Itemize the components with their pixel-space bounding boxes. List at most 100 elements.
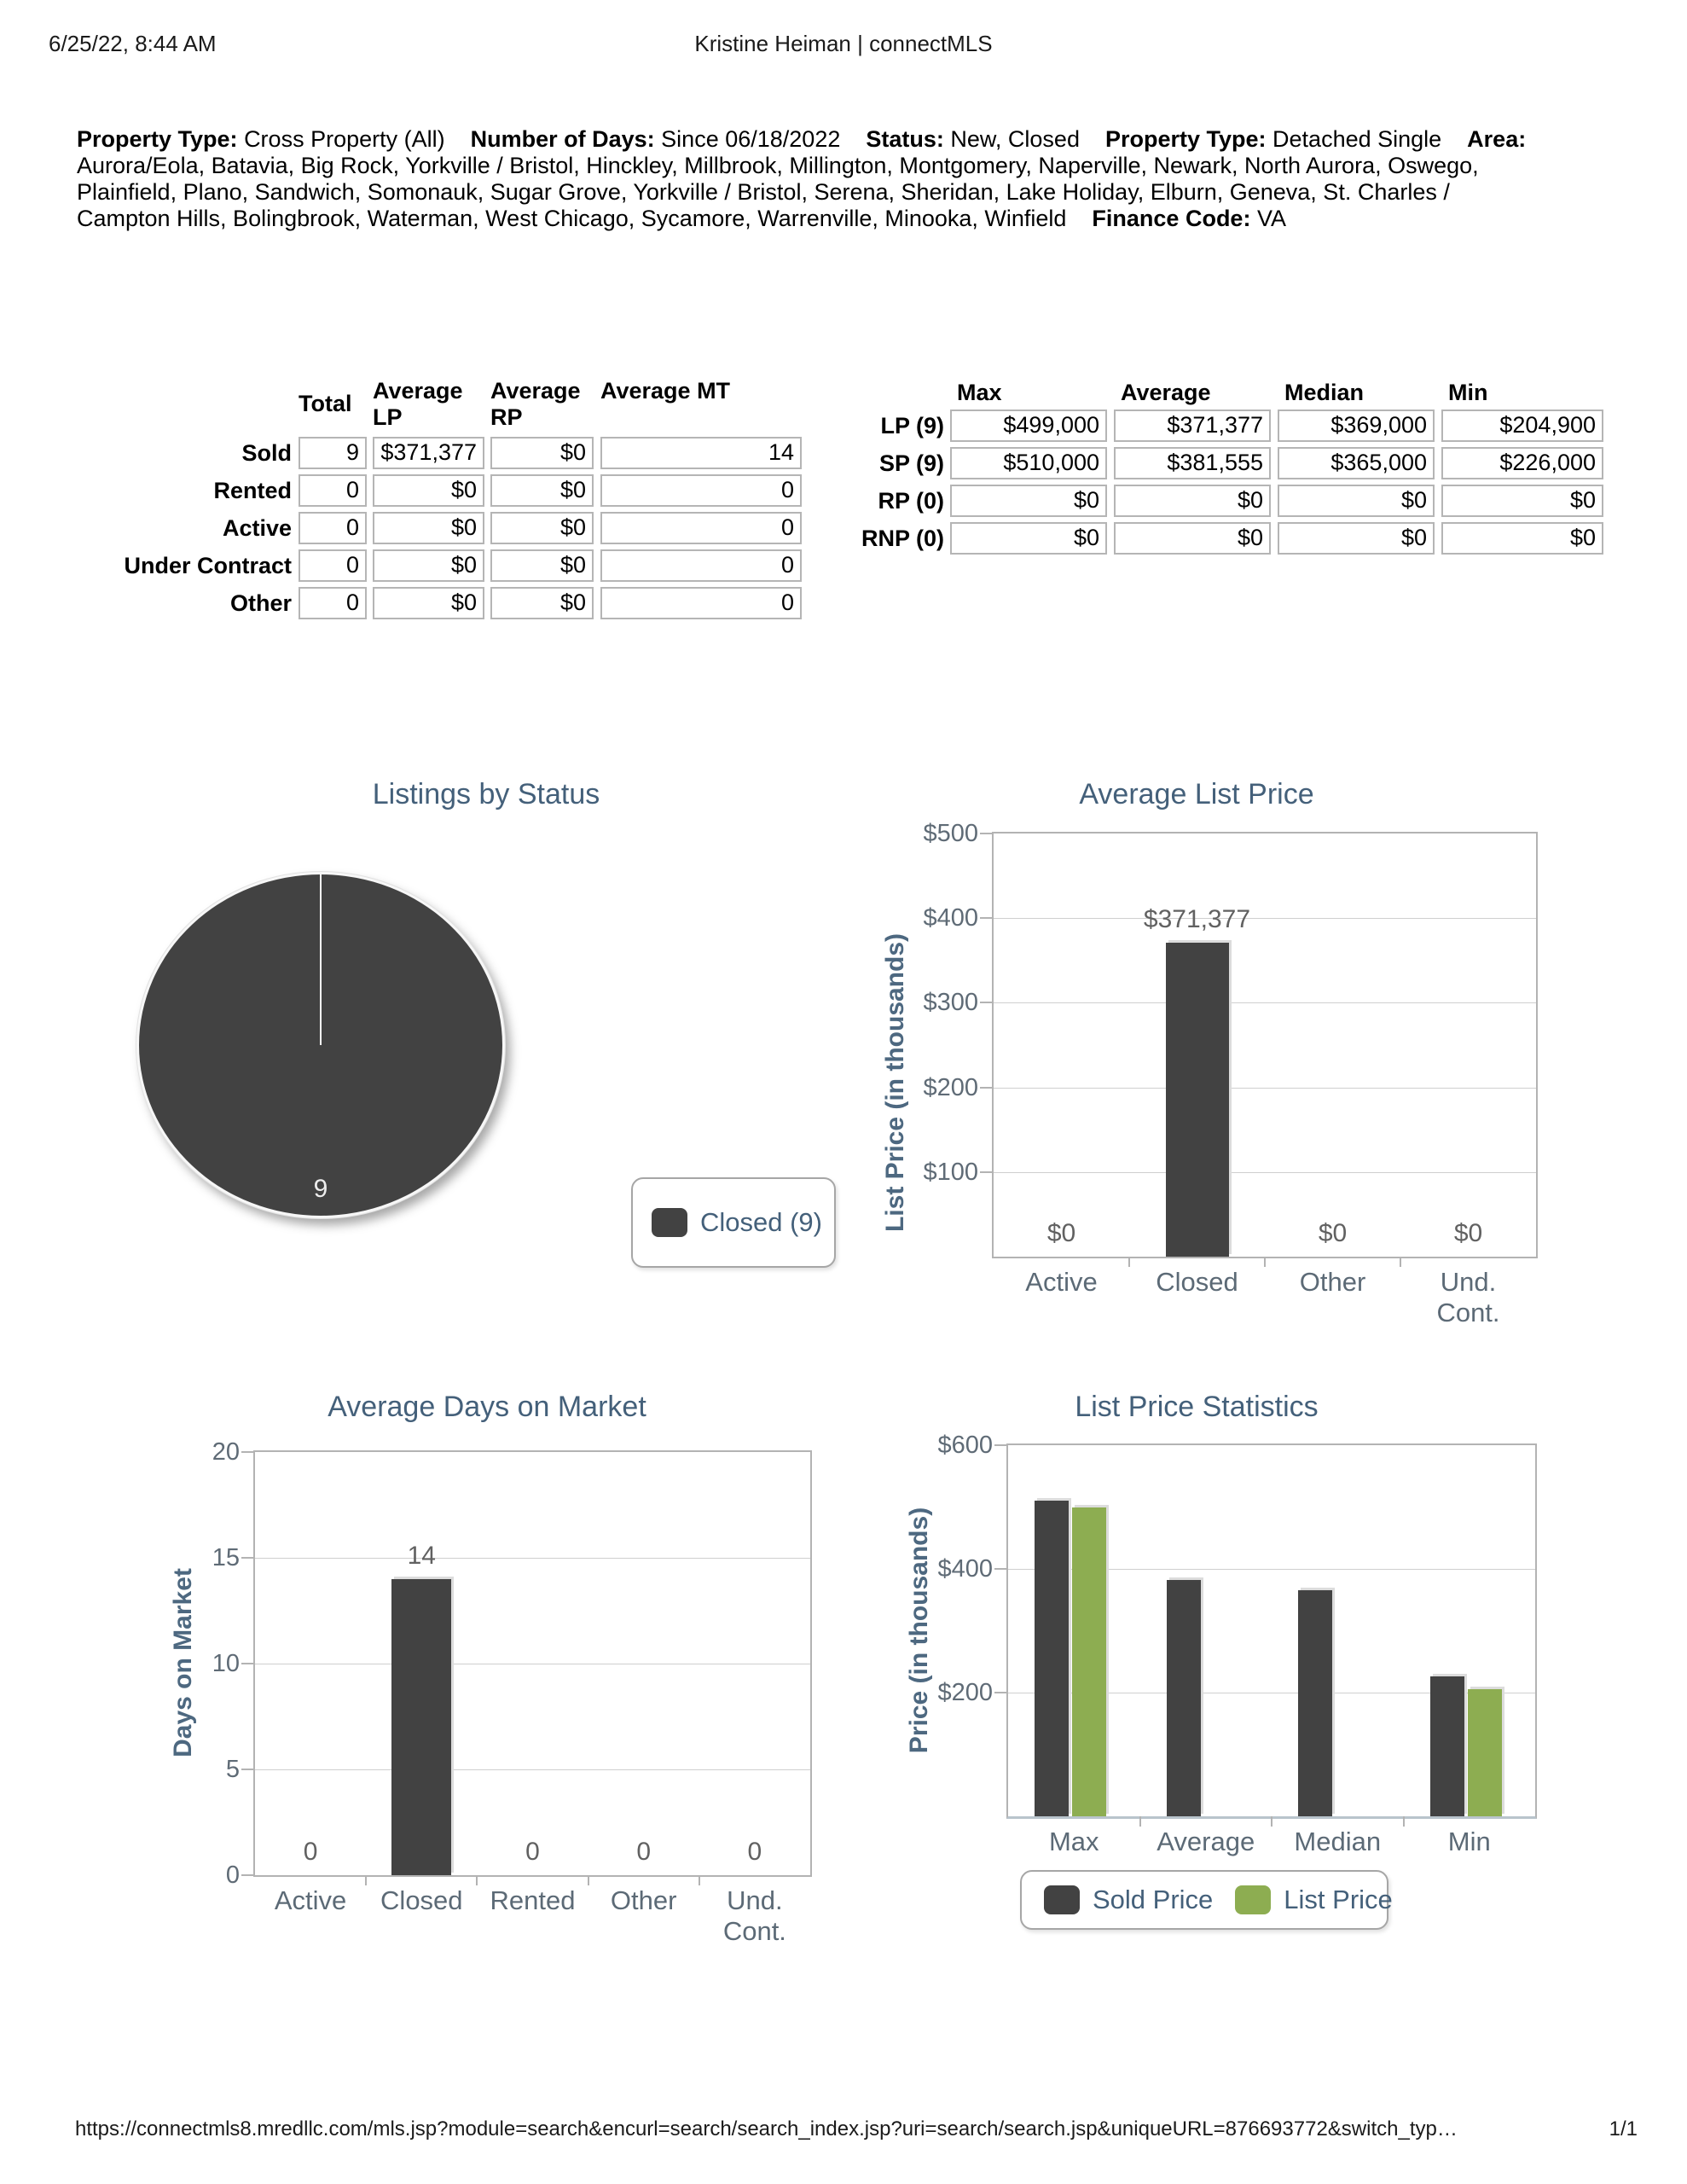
bar-value-label: $0	[1046, 1219, 1076, 1247]
plot-area: 20 15 10 5 0 Active 0 Closed 14 Rented 0 Other 0 Und.…	[212, 1438, 812, 1946]
chart-title: Average List Price	[1079, 778, 1314, 810]
table-cell: $0	[490, 512, 594, 544]
column-header: Total	[299, 391, 352, 416]
y-tick-label: 10	[212, 1650, 240, 1677]
table-cell: $0	[1441, 522, 1603, 555]
plot-area: $600 $400 $200 Max Average Median Min	[937, 1432, 1537, 1856]
footer-page-number: 1/1	[1609, 2117, 1638, 2140]
row-label: SP (9)	[878, 450, 944, 476]
y-tick-label: $200	[937, 1679, 993, 1706]
y-tick-label: 0	[225, 1862, 240, 1889]
chart-listings-by-status: Listings by Status 9 Closed (9)	[85, 768, 844, 1331]
table-cell: $381,555	[1114, 447, 1271, 479]
pie-value-label: 9	[313, 1175, 328, 1203]
chart-average-days-on-market: Average Days on Market Days on Market 20…	[85, 1382, 836, 1979]
y-tick-mark	[994, 1568, 1006, 1570]
table-cell: $510,000	[950, 447, 1107, 479]
table-cell: $369,000	[1278, 410, 1435, 442]
legend-item: Closed (9)	[652, 1207, 822, 1238]
y-tick-label: 20	[212, 1438, 240, 1466]
table-cell: 9	[299, 437, 367, 469]
pie-legend: Closed (9)	[631, 1177, 836, 1268]
chart-title: Listings by Status	[372, 778, 600, 810]
table-cell: $0	[1441, 485, 1603, 517]
y-tick-label: $100	[923, 1158, 978, 1186]
criteria-pair: Finance Code: VA	[1092, 206, 1286, 231]
x-category-label: Active	[1025, 1267, 1098, 1297]
column-header: Max	[957, 380, 1002, 405]
status-summary-table: Total Average LP Average RP Average MT Sol…	[82, 375, 815, 631]
y-tick-mark	[980, 1086, 992, 1089]
y-tick-label: $200	[923, 1073, 978, 1101]
y-tick-mark	[980, 917, 992, 920]
row-label: Other	[229, 590, 292, 616]
price-summary-table: Max Average Median Min LP (9) $499,000 $…	[853, 375, 1612, 597]
chart-list-price-statistics: List Price Statistics Price (in thousand…	[836, 1382, 1620, 1979]
search-criteria: Property Type: Cross Property (All) Numbe…	[77, 126, 1531, 232]
bar	[1165, 942, 1229, 1257]
row-label: RNP (0)	[861, 526, 944, 551]
gridline	[255, 1558, 810, 1559]
x-tick-mark	[587, 1875, 589, 1885]
bar-value-label: 0	[525, 1838, 540, 1866]
gridline	[994, 1087, 1536, 1089]
x-category-label: Average	[1157, 1827, 1255, 1856]
y-tick-label: $300	[923, 989, 978, 1017]
column-header: Average RP	[490, 378, 581, 430]
table-cell: $499,000	[950, 410, 1107, 442]
y-tick-label: $500	[923, 820, 978, 847]
bar-list-price	[1072, 1507, 1107, 1816]
table-cell: 0	[299, 549, 367, 582]
x-category-label: Rented	[490, 1885, 576, 1915]
table-cell: $0	[490, 549, 594, 582]
table-cell: $226,000	[1441, 447, 1603, 479]
y-tick-mark	[980, 833, 992, 834]
table-cell: $0	[950, 522, 1107, 555]
table-cell: $0	[373, 474, 484, 507]
bar-list-price	[1467, 1689, 1502, 1816]
table-cell: 0	[299, 587, 367, 619]
gridline	[1008, 1569, 1535, 1570]
table-cell: $0	[490, 587, 594, 619]
column-header: Average LP	[373, 378, 463, 430]
table-cell: 0	[299, 474, 367, 507]
y-tick-mark	[241, 1451, 253, 1453]
chart-title: List Price Statistics	[1075, 1391, 1319, 1423]
gridline	[255, 1769, 810, 1770]
table-cell: 0	[299, 512, 367, 544]
x-category-label: Closed	[1156, 1267, 1238, 1297]
table-cell: 0	[600, 549, 802, 582]
legend-label: Closed (9)	[700, 1207, 822, 1237]
closed-swatch-icon	[652, 1208, 687, 1237]
column-header: Average	[1121, 380, 1211, 405]
y-tick-label: $600	[937, 1432, 993, 1459]
table-cell: $0	[1278, 522, 1435, 555]
criteria-pair: Property Type: Cross Property (All)	[77, 126, 445, 152]
row-label: Sold	[241, 440, 293, 466]
bar	[391, 1578, 452, 1875]
x-category-label: Other	[1299, 1267, 1366, 1297]
x-tick-mark	[1271, 1816, 1272, 1827]
table-cell: $0	[373, 549, 484, 582]
criteria-pair: Property Type: Detached Single	[1104, 126, 1442, 152]
gridline	[994, 1002, 1536, 1004]
gridline	[994, 918, 1536, 920]
bar-value-label: 0	[303, 1838, 318, 1866]
table-cell: $204,900	[1441, 410, 1603, 442]
table-cell: 0	[600, 512, 802, 544]
bar-value-label: $0	[1453, 1219, 1483, 1247]
bar-sold-price	[1429, 1676, 1464, 1816]
x-category-label: Median	[1294, 1827, 1382, 1856]
y-tick-label: $400	[937, 1555, 993, 1583]
table-cell: $0	[1114, 522, 1271, 555]
y-tick-mark	[241, 1769, 253, 1770]
x-category-label: Min	[1447, 1827, 1491, 1856]
y-tick-label: $400	[923, 904, 978, 932]
table-cell: $0	[950, 485, 1107, 517]
y-axis-label: Price (in thousands)	[905, 1507, 933, 1754]
table-cell: $371,377	[373, 437, 484, 469]
table-cell: $0	[1278, 485, 1435, 517]
legend-label: Sold Price	[1093, 1885, 1214, 1914]
y-tick-mark	[980, 1170, 992, 1173]
row-label: Active	[222, 515, 292, 541]
